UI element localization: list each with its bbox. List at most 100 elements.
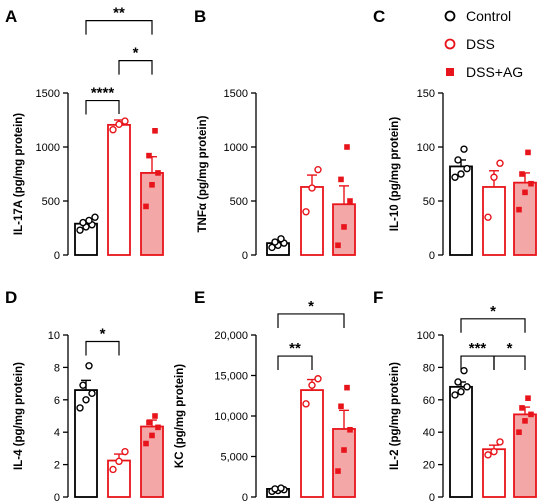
data-point-circle bbox=[271, 238, 279, 246]
significance-bracket bbox=[85, 340, 120, 356]
y-axis-label: IL-17A (pg/mg protein) bbox=[13, 113, 25, 235]
data-point-circle bbox=[457, 170, 465, 178]
data-point-circle bbox=[490, 447, 498, 456]
data-point-circle bbox=[121, 447, 129, 456]
bar-dss bbox=[107, 123, 131, 256]
bar-dss bbox=[482, 186, 506, 256]
significance-label: * bbox=[308, 298, 314, 315]
data-point-square bbox=[143, 440, 149, 447]
data-point-circle bbox=[457, 388, 465, 396]
significance-label: *** bbox=[469, 340, 487, 357]
bar-control bbox=[449, 385, 473, 498]
data-point-circle bbox=[302, 400, 310, 408]
y-tick-label: 60 bbox=[423, 395, 435, 407]
y-axis-label: IL-2 (pg/mg protein) bbox=[389, 362, 401, 470]
y-tick-label: 8 bbox=[54, 362, 60, 374]
panel-b: B 0 500 1000 1500 TNFα (pg/mg protein) bbox=[194, 7, 356, 262]
significance-label: ** bbox=[289, 340, 301, 357]
y-tick-label: 20 bbox=[423, 460, 435, 472]
data-point-circle bbox=[463, 383, 471, 391]
significance-label: ** bbox=[113, 5, 125, 22]
y-tick-label: 1000 bbox=[224, 142, 248, 154]
y-tick-label: 4 bbox=[54, 427, 60, 439]
panel-letter: C bbox=[373, 7, 385, 26]
data-point-square bbox=[155, 424, 161, 431]
y-tick-label: 20,000 bbox=[214, 330, 248, 342]
panel-letter: B bbox=[194, 7, 206, 26]
data-point-square bbox=[149, 182, 155, 188]
data-point-circle bbox=[454, 156, 462, 164]
data-point-circle bbox=[115, 120, 123, 129]
legend-marker-square bbox=[446, 68, 454, 76]
data-point-circle bbox=[308, 381, 316, 389]
significance-bracket bbox=[460, 318, 526, 333]
legend-label: DSS bbox=[466, 36, 495, 52]
data-point-square bbox=[516, 429, 522, 435]
significance-bracket bbox=[277, 313, 345, 328]
y-tick-label: 50 bbox=[423, 196, 435, 208]
data-point-circle bbox=[76, 404, 84, 412]
significance-label: * bbox=[100, 325, 106, 342]
data-point-square bbox=[335, 242, 341, 249]
y-tick-label: 6 bbox=[54, 395, 60, 407]
data-point-circle bbox=[490, 173, 498, 181]
significance-bracket bbox=[85, 99, 120, 115]
data-point-circle bbox=[91, 213, 99, 221]
panel-e: E 0 5,000 10,000 15,000 20,000 KC (pg/mg prote… bbox=[174, 288, 356, 504]
panel-d: D 0 2 4 6 8 10 IL-4 (pg/mg protein) * bbox=[5, 288, 164, 504]
y-tick-label: 2 bbox=[54, 460, 60, 472]
significance-label: * bbox=[490, 303, 496, 320]
data-point-circle bbox=[454, 378, 462, 386]
y-tick-label: 100 bbox=[417, 330, 435, 342]
data-point-circle bbox=[496, 159, 504, 167]
data-point-circle bbox=[79, 218, 87, 227]
data-point-square bbox=[344, 384, 350, 391]
data-point-circle bbox=[460, 145, 468, 153]
data-point-circle bbox=[88, 389, 96, 398]
significance-label: * bbox=[507, 340, 513, 357]
data-point-square bbox=[525, 149, 531, 156]
data-point-square bbox=[338, 403, 344, 410]
data-point-square bbox=[344, 144, 350, 150]
data-point-circle bbox=[76, 226, 84, 234]
data-point-circle bbox=[484, 451, 492, 459]
data-point-circle bbox=[314, 375, 322, 383]
legend: Control DSS DSS+AG bbox=[444, 8, 523, 80]
legend-label: DSS+AG bbox=[466, 64, 523, 80]
y-tick-label: 500 bbox=[42, 196, 60, 208]
legend-label: Control bbox=[466, 8, 511, 24]
data-point-square bbox=[341, 224, 347, 230]
data-point-circle bbox=[121, 117, 129, 125]
y-tick-label: 1500 bbox=[224, 88, 248, 100]
y-tick-label: 0 bbox=[242, 492, 248, 504]
y-tick-label: 10 bbox=[48, 330, 60, 342]
significance-label: * bbox=[133, 45, 139, 62]
y-tick-label: 1500 bbox=[36, 88, 60, 100]
bar-dss-ag bbox=[513, 413, 537, 498]
y-tick-label: 0 bbox=[54, 492, 60, 504]
data-point-circle bbox=[308, 184, 316, 192]
y-tick-label: 0 bbox=[54, 250, 60, 262]
data-point-square bbox=[335, 468, 341, 474]
y-tick-label: 100 bbox=[417, 142, 435, 154]
data-point-circle bbox=[302, 208, 310, 216]
bar-dss-ag bbox=[332, 428, 356, 498]
data-point-circle bbox=[82, 396, 90, 404]
data-point-circle bbox=[484, 213, 492, 221]
data-point-square bbox=[522, 418, 528, 424]
y-axis-label: KC (pg/mg protein) bbox=[174, 364, 186, 468]
data-point-circle bbox=[314, 165, 322, 174]
data-point-circle bbox=[85, 362, 93, 370]
data-point-circle bbox=[460, 366, 468, 375]
significance-bracket bbox=[493, 355, 526, 371]
data-point-circle bbox=[85, 216, 93, 225]
data-point-circle bbox=[277, 484, 285, 492]
data-point-circle bbox=[496, 438, 504, 446]
panel-letter: E bbox=[194, 288, 205, 307]
y-tick-label: 0 bbox=[429, 250, 435, 262]
significance-label: **** bbox=[91, 85, 115, 102]
panel-letter: A bbox=[5, 7, 17, 26]
